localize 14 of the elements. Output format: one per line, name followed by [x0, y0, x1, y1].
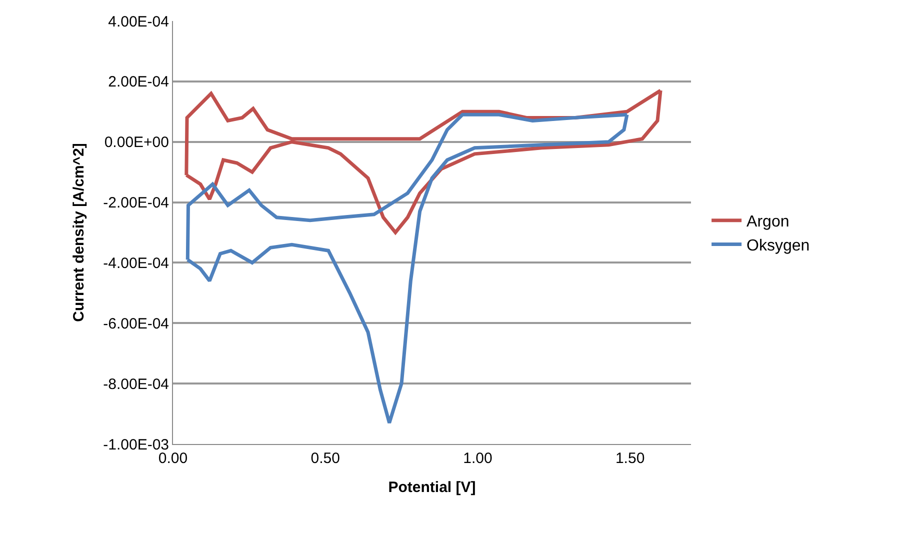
y-axis-title: Current density [A/cm^2] [70, 143, 88, 322]
x-tick-label: 0.50 [310, 450, 340, 467]
x-axis-title: Potential [V] [388, 479, 476, 496]
x-tick-label: 1.50 [615, 450, 645, 467]
y-tick-label: -6.00E-04 [103, 315, 169, 332]
legend-label: Argon [746, 214, 790, 231]
y-tick-label: 4.00E-04 [108, 13, 169, 30]
x-tick-label: 1.00 [463, 450, 492, 467]
y-tick-label: -4.00E-04 [103, 254, 169, 272]
y-tick-label: 2.00E-04 [108, 74, 169, 91]
y-tick-label: -8.00E-04 [103, 376, 169, 393]
y-tick-label: 0.00E+00 [104, 134, 169, 152]
y-tick-label: -2.00E-04 [103, 194, 169, 212]
legend-label: Oksygen [746, 237, 810, 254]
